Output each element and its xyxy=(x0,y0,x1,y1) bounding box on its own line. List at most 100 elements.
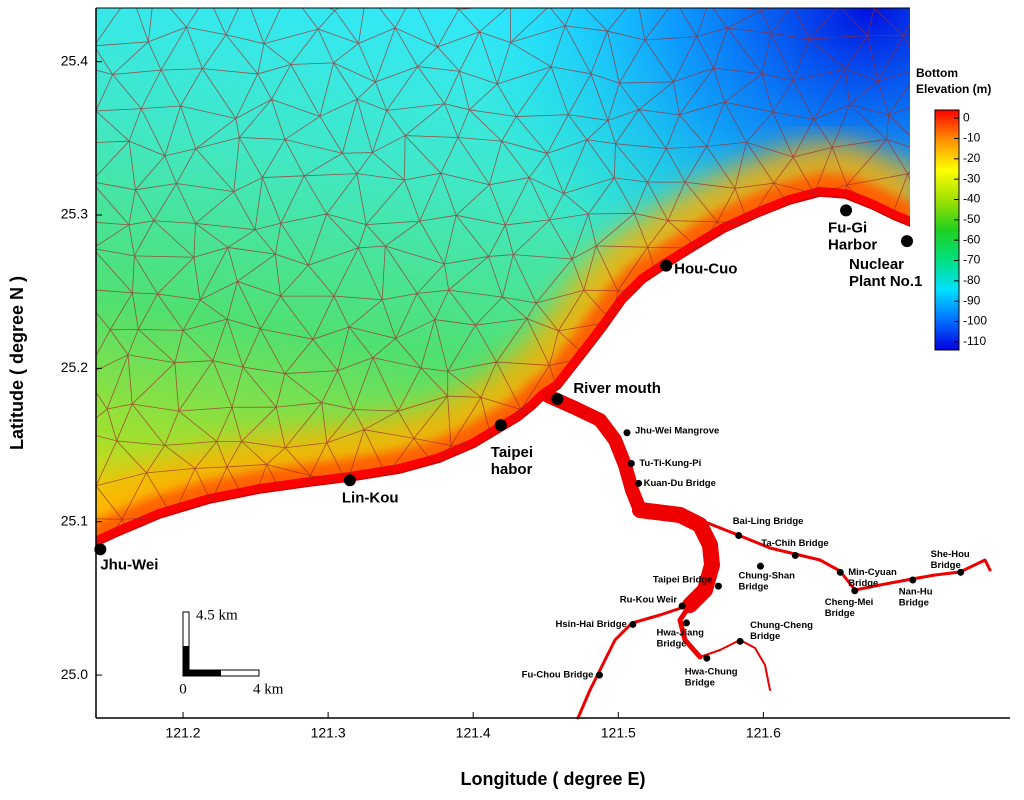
river xyxy=(699,639,771,691)
place-marker xyxy=(957,568,965,576)
place-label: She-Hou xyxy=(931,549,970,560)
y-tick-label: 25.2 xyxy=(61,359,88,375)
place-label: Chung-Cheng xyxy=(750,620,813,631)
place-marker xyxy=(551,393,564,406)
river xyxy=(541,389,647,517)
place-label: Bridge xyxy=(750,631,780,642)
place-label: Fu-Chou Bridge xyxy=(522,670,594,681)
colorbar-tick-label: 0 xyxy=(963,110,970,124)
place-marker xyxy=(900,235,913,248)
x-axis-title: Longitude ( degree E) xyxy=(460,769,645,789)
scale-horizontal-label: 4 km xyxy=(253,681,284,697)
place-label: Taipei Bridge xyxy=(653,575,712,586)
place-label: Taipei xyxy=(491,444,533,461)
place-marker xyxy=(840,204,853,217)
place-label: Bridge xyxy=(931,560,961,571)
place-marker xyxy=(736,637,744,645)
place-label: Bai-Ling Bridge xyxy=(733,516,804,527)
place-label: Jhu-Wei xyxy=(100,556,158,573)
place-label: Nuclear xyxy=(849,256,904,273)
place-label: Chung-Shan xyxy=(738,571,795,582)
colorbar-tick-label: -20 xyxy=(963,151,981,165)
place-label: Hsin-Hai Bridge xyxy=(556,619,627,630)
colorbar-tick-label: -40 xyxy=(963,192,981,206)
land xyxy=(95,195,1010,720)
colorbar-tick-label: -80 xyxy=(963,273,981,287)
place-marker xyxy=(909,576,917,584)
axes: Longitude ( degree E) Latitude ( degree … xyxy=(7,7,1010,789)
x-tick-label: 121.3 xyxy=(311,725,346,741)
place-marker xyxy=(494,419,507,432)
colorbar-tick-label: -50 xyxy=(963,212,981,226)
colorbar-tick-label: -70 xyxy=(963,253,981,267)
place-label: Ru-Kou Weir xyxy=(620,595,678,606)
colorbar-title: Elevation (m) xyxy=(916,82,991,96)
colorbar-title: Bottom xyxy=(916,66,958,80)
place-marker xyxy=(756,562,764,570)
place-marker xyxy=(678,602,686,610)
colorbar-tick-label: -90 xyxy=(963,293,981,307)
place-marker xyxy=(623,429,631,437)
place-label: Bridge xyxy=(899,598,929,609)
place-label: Lin-Kou xyxy=(342,489,399,506)
scale-bar: 4.5 km 0 4 km xyxy=(179,607,284,697)
place-label: Bridge xyxy=(656,638,686,649)
place-marker xyxy=(791,551,799,559)
place-marker xyxy=(714,582,722,590)
place-marker xyxy=(627,459,635,467)
place-marker xyxy=(735,532,743,540)
scale-vertical-fill xyxy=(183,646,189,676)
land-area xyxy=(96,196,1010,718)
place-marker xyxy=(595,671,603,679)
scale-vertical-label: 4.5 km xyxy=(196,607,238,623)
place-label: Bridge xyxy=(825,608,855,619)
colorbar-tick-label: -60 xyxy=(963,232,981,246)
river xyxy=(632,502,720,613)
colorbar-tick-label: -30 xyxy=(963,171,981,185)
place-label: habor xyxy=(491,461,533,478)
scale-origin-label: 0 xyxy=(179,681,187,697)
x-tick-label: 121.6 xyxy=(746,725,781,741)
place-label: Kuan-Du Bridge xyxy=(644,478,716,489)
place-label: Min-Cyuan xyxy=(848,567,897,578)
place-marker xyxy=(836,568,844,576)
place-label: Hwa-Jiang xyxy=(656,627,704,638)
colorbar-tick-label: -10 xyxy=(963,131,981,145)
place-label: Tu-Ti-Kung-Pi xyxy=(639,458,701,469)
place-label: Harbor xyxy=(828,236,877,253)
place-marker xyxy=(660,259,673,272)
place-label: Ta-Chih Bridge xyxy=(761,538,828,549)
y-axis-title: Latitude ( degree N ) xyxy=(7,276,27,450)
place-label: Jhu-Wei Mangrove xyxy=(635,425,719,436)
place-label: Plant No.1 xyxy=(849,273,922,290)
place-label: Bridge xyxy=(738,582,768,593)
place-label: Hwa-Chung xyxy=(685,667,738,678)
y-tick-label: 25.0 xyxy=(61,666,88,682)
colorbar-bar xyxy=(934,109,960,351)
y-tick-label: 25.4 xyxy=(61,52,88,68)
river xyxy=(576,603,692,720)
colorbar-tick-label: -110 xyxy=(963,334,986,348)
y-tick-label: 25.3 xyxy=(61,206,88,222)
colorbar: Bottom Elevation (m) 0 -10 -20 -30 -40 -50 -60 -7… xyxy=(916,66,991,351)
place-marker xyxy=(629,620,637,628)
place-label: Bridge xyxy=(685,678,715,689)
colorbar-tick-label: -100 xyxy=(963,314,987,328)
place-label: River mouth xyxy=(573,380,661,397)
place-marker xyxy=(703,654,711,662)
place-label: Fu-Gi xyxy=(828,219,867,236)
x-tick-label: 121.2 xyxy=(166,725,201,741)
x-tick-label: 121.4 xyxy=(456,725,491,741)
place-label: Hou-Cuo xyxy=(674,261,737,278)
place-label: Nan-Hu xyxy=(899,587,933,598)
place-marker xyxy=(682,619,690,627)
river xyxy=(677,602,703,660)
y-tick-label: 25.1 xyxy=(61,512,88,528)
scale-horizontal-fill xyxy=(183,670,221,676)
coastline xyxy=(95,195,911,547)
place-marker xyxy=(343,474,356,487)
place-marker xyxy=(851,587,859,595)
place-label: Bridge xyxy=(848,578,878,589)
